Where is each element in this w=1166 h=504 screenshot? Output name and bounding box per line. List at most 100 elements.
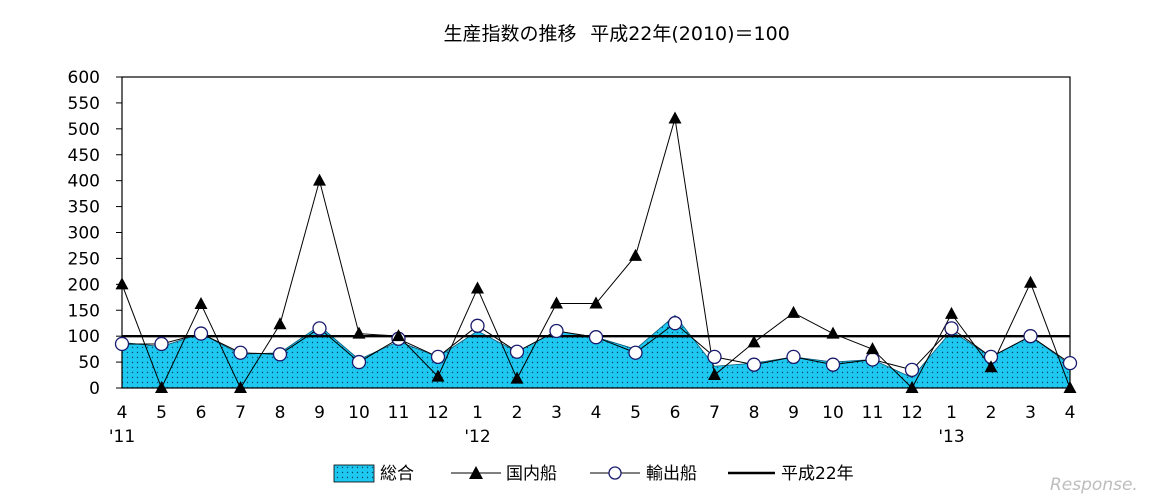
- point-domestic: [1024, 275, 1037, 288]
- y-tick-label: 600: [68, 68, 100, 88]
- point-domestic: [155, 381, 168, 393]
- x-tick-label: 9: [788, 403, 799, 423]
- point-domestic: [668, 111, 682, 124]
- point-domestic: [234, 381, 247, 393]
- point-export: [1023, 329, 1038, 344]
- y-tick-label: 150: [68, 301, 100, 321]
- x-tick-label: 8: [275, 403, 286, 423]
- legend-label-reference: 平成22年: [781, 464, 854, 484]
- legend-label-total: 総合: [380, 464, 414, 484]
- point-domestic: [629, 248, 642, 261]
- point-domestic: [115, 277, 129, 290]
- x-tick-label: 11: [862, 403, 884, 423]
- point-domestic: [905, 381, 919, 393]
- x-tick-label: 3: [1025, 403, 1036, 423]
- legend-triangle-marker: [469, 466, 483, 479]
- point-export: [667, 316, 683, 331]
- y-tick-label: 50: [78, 353, 100, 373]
- point-export: [588, 330, 604, 345]
- point-export: [193, 326, 209, 341]
- y-tick-label: 350: [68, 198, 100, 218]
- x-tick-label: 6: [196, 403, 207, 423]
- y-tick-label: 250: [68, 249, 100, 269]
- point-export: [825, 357, 841, 372]
- point-domestic: [1063, 381, 1077, 393]
- chart-title: 生産指数の推移: [443, 23, 576, 45]
- point-export: [509, 344, 525, 359]
- point-domestic: [708, 368, 721, 381]
- point-export: [470, 318, 485, 333]
- y-tick-label: 200: [68, 275, 100, 295]
- point-export: [1062, 355, 1078, 371]
- x-tick-label: 6: [670, 403, 681, 423]
- y-tick-label: 100: [68, 327, 100, 347]
- x-tick-label: 4: [1065, 403, 1076, 423]
- point-domestic: [471, 281, 484, 294]
- x-tick-label: 4: [117, 403, 128, 423]
- x-axis: 4 5 6 7 8 9 10 11 12 1 2 3 4 5 6 7 8 9 10 11 12 1 2 3 4'11'12'13: [109, 403, 1076, 447]
- x-tick-label: 10: [822, 403, 844, 423]
- point-export: [944, 321, 959, 336]
- x-tick-label: 1: [946, 403, 957, 423]
- legend-label-domestic: 国内船: [506, 464, 557, 484]
- point-export: [272, 347, 288, 362]
- x-tick-label: 7: [709, 403, 720, 423]
- point-export: [904, 362, 920, 378]
- point-domestic: [313, 173, 326, 186]
- point-domestic: [510, 371, 524, 384]
- point-domestic: [352, 326, 366, 339]
- point-export: [865, 352, 880, 367]
- x-tick-label: 11: [388, 403, 410, 423]
- point-export: [154, 336, 169, 352]
- point-export: [351, 354, 367, 370]
- point-domestic: [431, 369, 445, 382]
- x-tick-label: 8: [749, 403, 760, 423]
- point-domestic: [787, 305, 800, 318]
- x-tick-label: 4: [591, 403, 602, 423]
- point-export: [430, 349, 446, 365]
- point-domestic: [984, 360, 998, 373]
- point-export: [707, 349, 722, 365]
- y-tick-label: 500: [68, 120, 100, 140]
- x-tick-label: 2: [986, 403, 997, 423]
- y-tick-label: 450: [68, 146, 100, 166]
- point-export: [233, 345, 248, 360]
- point-domestic: [747, 335, 761, 348]
- y-tick-label: 400: [68, 172, 100, 192]
- point-export: [312, 321, 327, 336]
- point-domestic: [273, 317, 287, 330]
- legend-area-swatch: [333, 464, 375, 483]
- point-domestic: [550, 296, 563, 309]
- point-export: [628, 345, 643, 360]
- y-tick-label: 550: [68, 94, 100, 114]
- point-domestic: [589, 296, 603, 309]
- watermark-logo: Response.: [1050, 475, 1138, 495]
- x-year-label: '11: [109, 427, 135, 447]
- y-tick-label: 0: [89, 379, 100, 399]
- point-domestic: [826, 326, 840, 339]
- x-tick-label: 12: [427, 403, 449, 423]
- x-tick-label: 12: [901, 403, 923, 423]
- plot-area: [114, 76, 1078, 393]
- point-export: [549, 323, 564, 339]
- x-tick-label: 7: [235, 403, 246, 423]
- legend-circle-marker: [608, 466, 622, 480]
- x-tick-label: 3: [551, 403, 562, 423]
- x-tick-label: 2: [512, 403, 523, 423]
- point-domestic: [866, 342, 879, 355]
- point-domestic: [945, 306, 958, 319]
- x-tick-label: 5: [630, 403, 641, 423]
- point-export: [786, 349, 801, 365]
- x-year-label: '12: [464, 427, 490, 447]
- x-tick-label: 1: [472, 403, 483, 423]
- point-domestic: [392, 329, 405, 342]
- point-domestic: [194, 297, 208, 310]
- x-year-label: '13: [938, 427, 964, 447]
- area-total: [121, 314, 1071, 389]
- point-export: [746, 357, 762, 372]
- chart-subtitle: 平成22年(2010)＝100: [590, 23, 790, 45]
- x-tick-label: 9: [314, 403, 325, 423]
- y-tick-label: 300: [68, 224, 100, 244]
